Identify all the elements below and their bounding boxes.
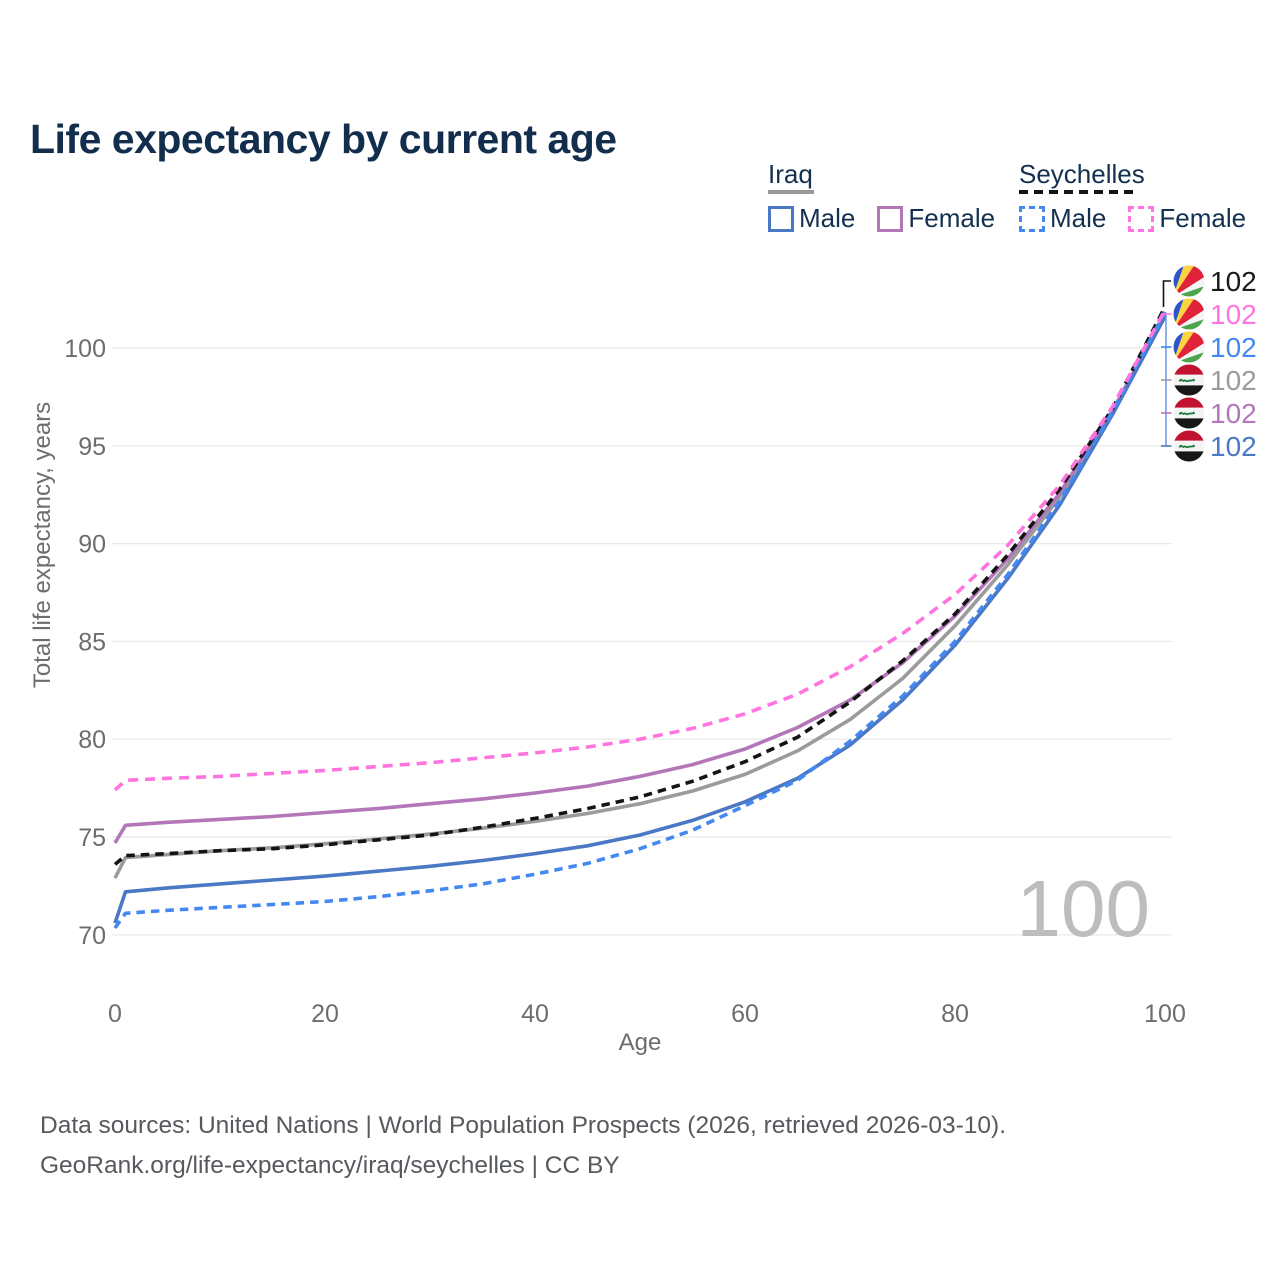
end-label-row-seychelles-female: 102 (1173, 298, 1257, 330)
legend-underline-solid-line (768, 190, 814, 194)
y-tick-90: 90 (78, 531, 106, 559)
seychelles-female-swatch-icon (1128, 205, 1155, 232)
footer-data-sources: Data sources: United Nations | World Pop… (40, 1112, 1007, 1139)
legend-row-iraq: Male Female (768, 203, 1017, 234)
legend-heading-iraq: Iraq (768, 159, 813, 189)
footer: Data sources: United Nations | World Pop… (40, 1106, 1006, 1186)
seychelles-flag-icon (1173, 265, 1205, 297)
series-line-seychelles-female (113, 309, 1167, 792)
end-value-label: 102 (1210, 398, 1257, 429)
end-value-label: 102 (1210, 365, 1257, 396)
leader-seychelles-total (1162, 280, 1171, 307)
iraq-flag-icon (1173, 364, 1205, 396)
x-tick-60: 60 (731, 1000, 759, 1028)
age-watermark-value: 100 (1017, 864, 1150, 953)
x-tick-0: 0 (108, 1000, 122, 1028)
legend-item-iraq-female[interactable]: Female (877, 203, 995, 234)
seychelles-flag-icon (1173, 298, 1205, 330)
iraq-female-swatch-icon (877, 205, 904, 232)
end-label-row-seychelles-total: 102 (1173, 265, 1257, 297)
series-line-seychelles-male (113, 310, 1167, 930)
legend-item-seychelles-male[interactable]: Male (1019, 203, 1106, 234)
end-value-label: 102 (1210, 299, 1257, 330)
series-line-iraq-female (113, 313, 1167, 844)
y-tick-80: 80 (78, 726, 106, 754)
chart-title: Life expectancy by current age (30, 116, 617, 163)
legend-row-seychelles: Male Female (1019, 203, 1268, 234)
end-label-row-iraq-total: 102 (1173, 364, 1257, 396)
end-value-label: 102 (1210, 266, 1257, 297)
legend-label-iraq-male: Male (799, 203, 856, 233)
footer-attribution: GeoRank.org/life-expectancy/iraq/seychel… (40, 1152, 620, 1179)
iraq-male-swatch-icon (768, 205, 794, 232)
iraq-flag-icon (1173, 397, 1205, 429)
data-series (113, 306, 1167, 930)
legend-item-iraq-male[interactable]: Male (768, 203, 855, 234)
end-label-row-iraq-male: 102 (1173, 430, 1257, 462)
y-tick-70: 70 (78, 922, 106, 950)
end-label-row-seychelles-male: 102 (1173, 331, 1257, 363)
axes: 70 75 80 85 90 95 100 0 20 40 60 80 100 Age Total life… (29, 335, 1186, 1056)
legend-group-seychelles: Seychelles Male Female (1019, 160, 1268, 234)
x-tick-100: 100 (1144, 1000, 1186, 1028)
series-line-seychelles-total (113, 306, 1167, 866)
legend-underline-dashed-line (1019, 190, 1137, 194)
end-value-label: 102 (1210, 332, 1257, 363)
legend-heading-seychelles: Seychelles (1019, 159, 1145, 189)
x-tick-40: 40 (521, 1000, 549, 1028)
legend-label-seychelles-female: Female (1159, 203, 1247, 233)
x-tick-20: 20 (311, 1000, 339, 1028)
legend-group-iraq: Iraq Male Female (768, 160, 1017, 234)
y-tick-75: 75 (78, 824, 106, 852)
legend-label-seychelles-male: Male (1050, 203, 1107, 233)
end-label-row-iraq-female: 102 (1173, 397, 1257, 429)
x-tick-80: 80 (941, 1000, 969, 1028)
legend-item-seychelles-female[interactable]: Female (1128, 203, 1246, 234)
end-value-label: 102 (1210, 431, 1257, 462)
legend-label-iraq-female: Female (908, 203, 996, 233)
y-tick-95: 95 (78, 433, 106, 461)
series-line-iraq-total (113, 312, 1167, 879)
y-tick-100: 100 (64, 335, 106, 363)
leader-lines (1161, 280, 1172, 447)
gridlines (112, 347, 1172, 936)
seychelles-male-swatch-icon (1019, 205, 1045, 232)
seychelles-flag-icon (1173, 331, 1205, 363)
age-watermark: 100 (1017, 864, 1150, 953)
x-axis-title: Age (619, 1029, 662, 1056)
y-tick-85: 85 (78, 628, 106, 656)
series-line-iraq-male (113, 315, 1167, 924)
iraq-flag-icon (1173, 430, 1205, 462)
y-axis-title: Total life expectancy, years (29, 402, 56, 688)
